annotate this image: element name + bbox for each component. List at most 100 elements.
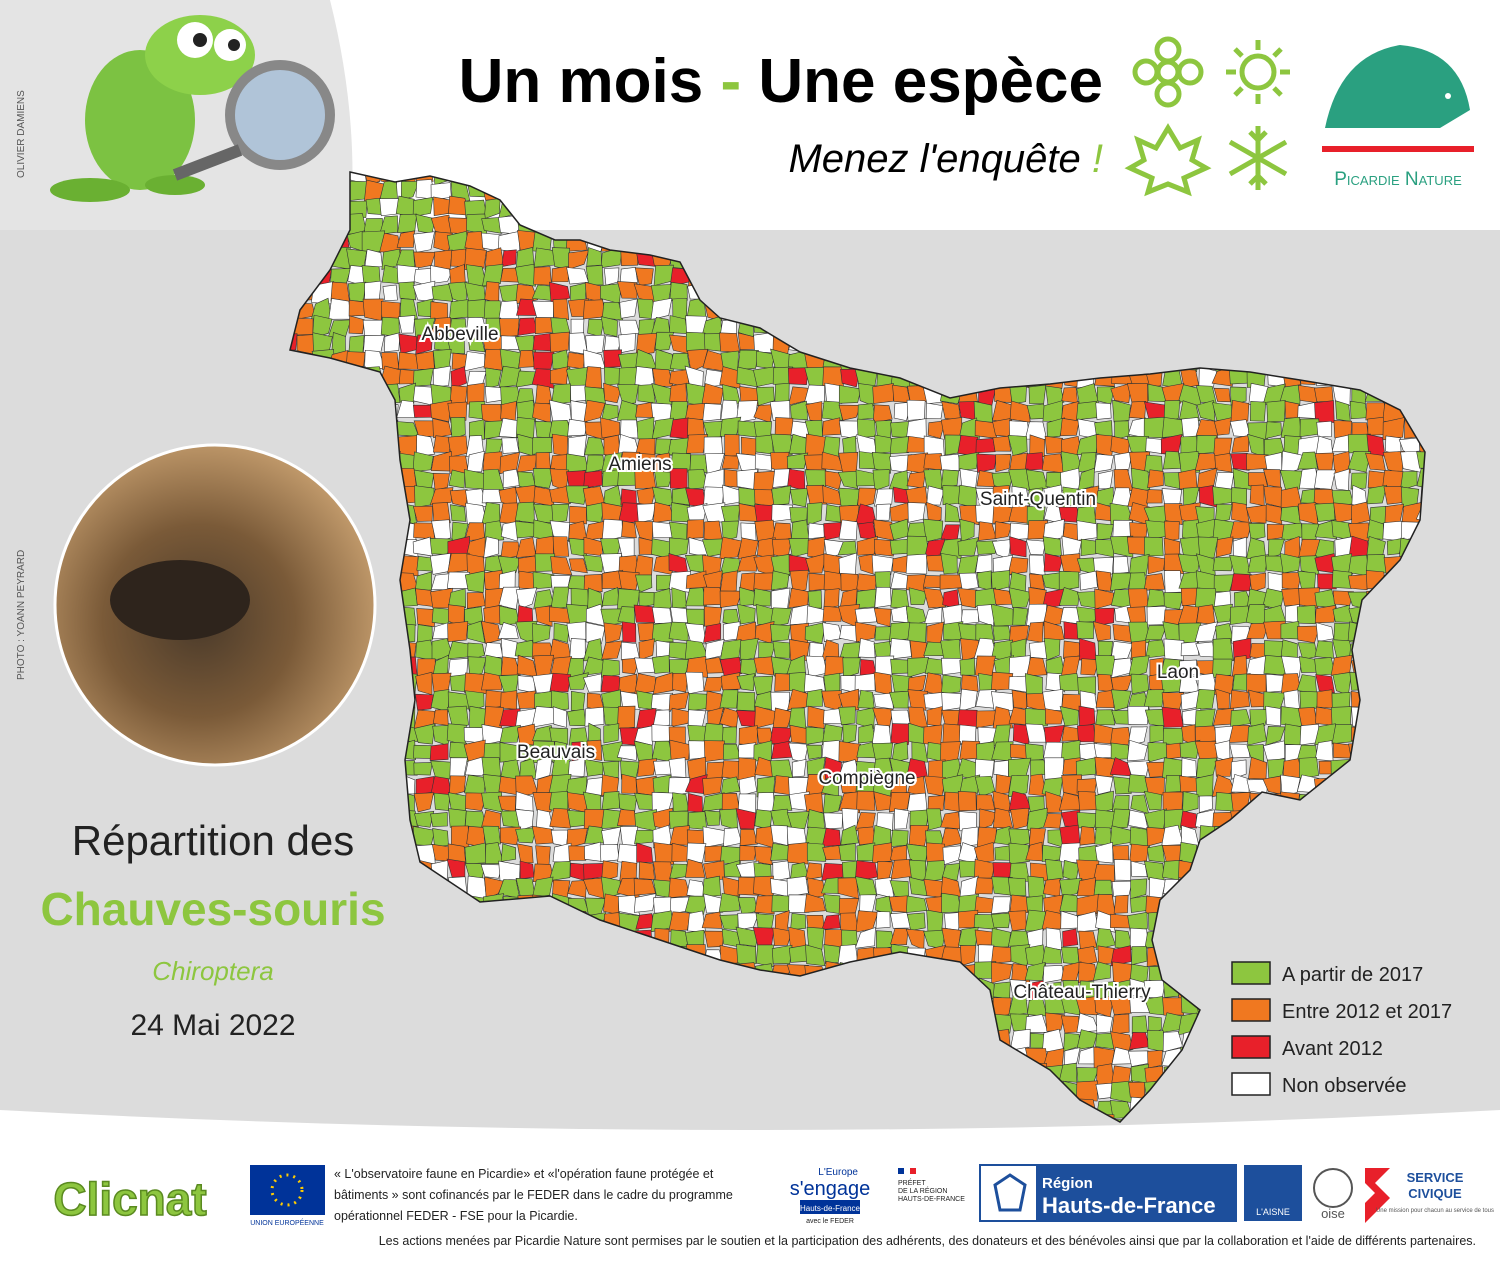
commune — [1113, 180, 1129, 202]
commune — [890, 709, 911, 726]
commune — [1076, 520, 1098, 541]
commune — [1113, 451, 1133, 472]
commune — [1080, 658, 1100, 676]
commune — [1181, 757, 1197, 778]
commune — [838, 519, 858, 541]
commune — [907, 674, 927, 695]
commune — [635, 333, 658, 356]
commune — [1077, 676, 1097, 696]
commune — [940, 553, 958, 575]
commune — [891, 741, 909, 764]
commune — [939, 574, 964, 590]
commune — [755, 944, 774, 967]
commune — [1077, 946, 1098, 967]
commune — [823, 570, 844, 591]
commune — [873, 692, 894, 710]
commune — [519, 197, 536, 219]
commune — [432, 502, 451, 524]
subtitle: Menez l'enquête ! — [788, 137, 1103, 181]
commune — [497, 622, 519, 640]
commune — [1180, 641, 1200, 657]
commune — [822, 605, 842, 622]
illustration-credit: OLIVIER DAMIENS — [16, 90, 27, 178]
commune — [669, 417, 689, 439]
commune — [601, 640, 623, 660]
commune — [600, 283, 622, 304]
commune — [636, 842, 654, 863]
commune — [1416, 468, 1425, 491]
commune — [534, 605, 553, 627]
commune — [685, 622, 707, 645]
commune — [430, 265, 454, 284]
commune — [959, 688, 978, 712]
commune — [467, 334, 486, 353]
commune — [1110, 945, 1132, 967]
commune — [894, 808, 910, 830]
region-text: Hauts-de-France — [1042, 1193, 1216, 1218]
legend-label: Non observée — [1282, 1075, 1407, 1097]
commune — [1164, 520, 1180, 542]
commune — [1349, 400, 1368, 420]
commune — [500, 335, 520, 350]
commune — [1215, 536, 1234, 558]
commune — [549, 807, 571, 829]
commune — [872, 842, 893, 864]
commune — [702, 776, 723, 796]
commune — [1249, 572, 1266, 593]
commune — [448, 808, 467, 829]
city-labels: Abbeville Amiens Saint-Quentin Laon Beauvais… — [419, 322, 1201, 1005]
commune — [584, 386, 606, 404]
commune — [430, 301, 448, 320]
commune — [1194, 621, 1218, 642]
commune — [1059, 706, 1079, 727]
commune — [1095, 689, 1115, 709]
commune — [1127, 705, 1149, 725]
commune — [1297, 451, 1318, 470]
commune — [583, 554, 605, 573]
commune — [651, 172, 674, 186]
commune — [838, 196, 861, 219]
commune — [415, 213, 436, 234]
commune — [842, 657, 861, 679]
commune — [943, 179, 962, 201]
commune — [429, 743, 449, 761]
commune — [481, 217, 503, 234]
commune — [823, 812, 844, 830]
commune — [1164, 775, 1183, 793]
commune — [941, 862, 961, 881]
commune — [740, 658, 758, 677]
commune — [719, 536, 743, 560]
commune — [1149, 725, 1165, 744]
commune — [1078, 844, 1098, 863]
commune — [501, 249, 517, 267]
commune — [1246, 673, 1267, 693]
commune — [415, 350, 435, 371]
commune — [1112, 198, 1133, 218]
commune — [1058, 570, 1080, 592]
commune — [548, 419, 573, 438]
commune — [719, 197, 741, 219]
commune — [1097, 640, 1114, 660]
commune — [481, 672, 502, 691]
funding-text: « L'observatoire faune en Picardie» et «… — [334, 1167, 733, 1223]
commune — [433, 792, 451, 811]
commune — [872, 181, 891, 202]
commune — [668, 777, 691, 798]
commune — [1078, 195, 1096, 215]
commune — [1045, 927, 1063, 951]
commune — [804, 792, 824, 813]
commune — [806, 926, 825, 950]
commune — [940, 197, 960, 219]
commune — [908, 587, 928, 605]
eu-flag — [250, 1165, 325, 1215]
commune — [974, 758, 995, 778]
commune — [1025, 707, 1049, 727]
commune — [872, 383, 894, 404]
commune — [1232, 637, 1252, 662]
commune — [889, 454, 913, 474]
commune — [838, 404, 862, 421]
commune — [724, 434, 740, 457]
commune — [480, 404, 503, 424]
commune — [1165, 742, 1182, 760]
commune — [735, 400, 758, 423]
